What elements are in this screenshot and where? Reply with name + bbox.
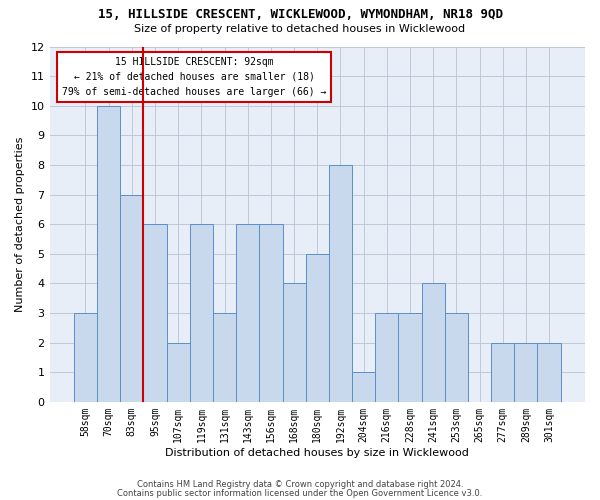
Text: Contains HM Land Registry data © Crown copyright and database right 2024.: Contains HM Land Registry data © Crown c… (137, 480, 463, 489)
Bar (422, 284, 445, 402)
Bar (352, 372, 375, 402)
Text: 15 HILLSIDE CRESCENT: 92sqm
← 21% of detached houses are smaller (18)
79% of sem: 15 HILLSIDE CRESCENT: 92sqm ← 21% of det… (62, 57, 326, 97)
Bar (375, 313, 398, 402)
Text: Size of property relative to detached houses in Wicklewood: Size of property relative to detached ho… (134, 24, 466, 34)
Bar (491, 342, 514, 402)
Bar (259, 224, 283, 402)
X-axis label: Distribution of detached houses by size in Wicklewood: Distribution of detached houses by size … (166, 448, 469, 458)
Y-axis label: Number of detached properties: Number of detached properties (15, 136, 25, 312)
Bar (74, 313, 97, 402)
Bar (305, 254, 329, 402)
Bar (329, 165, 352, 402)
Bar (213, 313, 236, 402)
Bar (538, 342, 560, 402)
Bar (283, 284, 305, 402)
Text: Contains public sector information licensed under the Open Government Licence v3: Contains public sector information licen… (118, 488, 482, 498)
Bar (120, 194, 143, 402)
Bar (190, 224, 213, 402)
Bar (143, 224, 167, 402)
Bar (167, 342, 190, 402)
Bar (514, 342, 538, 402)
Bar (236, 224, 259, 402)
Text: 15, HILLSIDE CRESCENT, WICKLEWOOD, WYMONDHAM, NR18 9QD: 15, HILLSIDE CRESCENT, WICKLEWOOD, WYMON… (97, 8, 503, 20)
Bar (445, 313, 468, 402)
Bar (398, 313, 422, 402)
Bar (97, 106, 120, 402)
